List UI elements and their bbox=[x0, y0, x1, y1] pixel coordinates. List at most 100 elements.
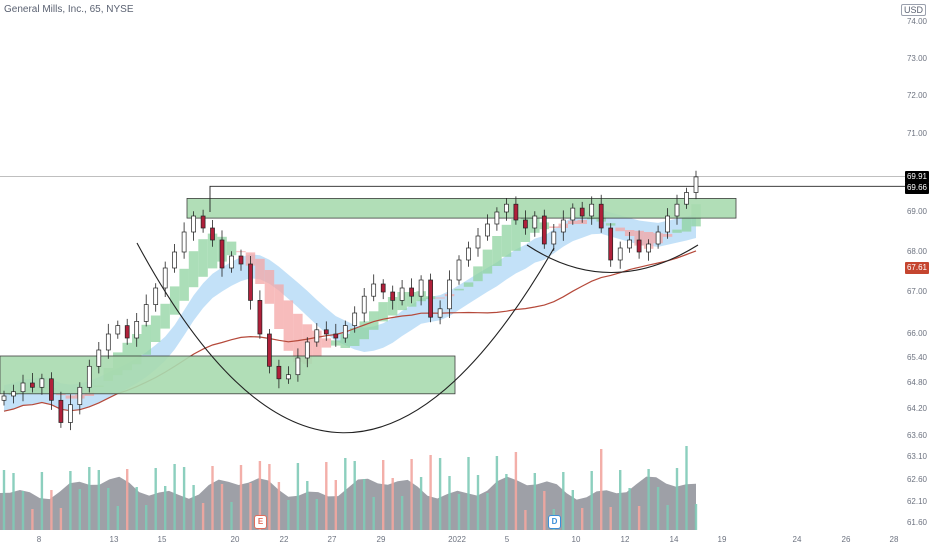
fast-ribbon-segment bbox=[188, 251, 199, 288]
volume-bar bbox=[666, 505, 669, 530]
date-axis-label: 15 bbox=[157, 535, 167, 544]
fast-ribbon-segment bbox=[672, 229, 682, 233]
candle-body bbox=[86, 365, 92, 388]
volume-bar bbox=[467, 457, 470, 530]
volume-bar bbox=[637, 506, 641, 530]
fast-ribbon-segment bbox=[359, 321, 369, 340]
volume-bar bbox=[486, 493, 489, 530]
volume-bar bbox=[135, 487, 138, 530]
candle-body bbox=[579, 207, 585, 217]
volume-bar bbox=[97, 470, 100, 530]
candle-body bbox=[409, 287, 414, 297]
volume-bar bbox=[543, 491, 546, 530]
price-axis-label: 61.60 bbox=[906, 518, 927, 527]
candle-body bbox=[77, 386, 83, 405]
fast-ribbon-segment bbox=[283, 300, 294, 351]
volume-bar bbox=[628, 488, 631, 530]
support-zone bbox=[0, 355, 456, 395]
date-axis-label: 13 bbox=[109, 535, 119, 544]
price-axis-label: 63.60 bbox=[906, 431, 927, 440]
volume-bar bbox=[562, 472, 565, 530]
price-axis-label: 62.60 bbox=[906, 475, 927, 484]
price-axis-label: 67.00 bbox=[906, 287, 927, 296]
candle-body bbox=[210, 227, 215, 241]
price-axis-label: 72.00 bbox=[906, 91, 927, 100]
volume-bar bbox=[514, 452, 518, 530]
date-axis-label: 20 bbox=[230, 535, 240, 544]
candle-body bbox=[238, 255, 244, 265]
fast-ribbon-segment bbox=[473, 266, 483, 282]
candle-body bbox=[437, 308, 443, 318]
price-axis-label: 64.80 bbox=[906, 378, 927, 387]
volume-bar bbox=[287, 500, 290, 530]
volume-bar bbox=[107, 488, 110, 530]
fast-ribbon-segment bbox=[463, 282, 474, 287]
dividend-event-icon[interactable]: D bbox=[548, 515, 561, 529]
volume-bar bbox=[457, 494, 461, 530]
earnings-event-icon[interactable]: E bbox=[254, 515, 267, 529]
candle-body bbox=[342, 325, 348, 339]
candle-body bbox=[617, 247, 623, 261]
candle-body bbox=[475, 235, 481, 249]
volume-bar bbox=[619, 470, 622, 530]
volume-bar bbox=[372, 497, 375, 530]
date-axis-label: 28 bbox=[889, 535, 899, 544]
price-axis-label: 65.40 bbox=[906, 353, 927, 362]
currency-badge[interactable]: USD bbox=[900, 4, 926, 16]
volume-bar bbox=[325, 462, 328, 530]
volume-bar bbox=[533, 473, 536, 530]
candle-body bbox=[295, 357, 301, 376]
date-axis-label: 22 bbox=[279, 535, 289, 544]
candle-body bbox=[276, 365, 282, 380]
candle-body bbox=[11, 391, 16, 397]
price-tag: 69.91 bbox=[904, 171, 929, 183]
volume-bar bbox=[88, 467, 91, 530]
candle-body bbox=[485, 223, 490, 237]
date-axis-label: 26 bbox=[841, 535, 851, 544]
volume-bar bbox=[230, 502, 233, 530]
volume-bar bbox=[154, 468, 157, 530]
fast-ribbon-segment bbox=[482, 249, 493, 274]
candle-body bbox=[532, 215, 538, 229]
price-axis-label: 69.00 bbox=[906, 207, 927, 216]
candle-body bbox=[646, 243, 651, 253]
volume-bar bbox=[476, 475, 480, 530]
price-axis-label: 64.20 bbox=[906, 404, 927, 413]
volume-bar bbox=[78, 489, 81, 530]
volume-bar bbox=[220, 484, 224, 530]
fast-ribbon-segment bbox=[350, 328, 360, 346]
date-axis-label: 2022 bbox=[448, 535, 466, 544]
candle-body bbox=[674, 203, 680, 217]
volume-bar bbox=[495, 456, 499, 530]
candle-body bbox=[541, 215, 547, 245]
reference-line bbox=[209, 185, 906, 212]
candle-body bbox=[229, 255, 234, 269]
volume-bar bbox=[382, 460, 385, 530]
fast-ribbon-segment bbox=[132, 334, 142, 365]
candle-body bbox=[466, 247, 471, 261]
volume-bar bbox=[50, 490, 53, 530]
volume-bar bbox=[173, 464, 176, 530]
candle-body bbox=[608, 227, 614, 261]
volume-bar bbox=[571, 490, 574, 530]
fast-ribbon-segment bbox=[501, 224, 512, 257]
volume-bar bbox=[391, 478, 394, 530]
candle-body bbox=[267, 333, 272, 367]
volume-bar bbox=[21, 491, 25, 530]
volume-bar bbox=[429, 455, 432, 530]
candle-body bbox=[286, 374, 291, 380]
candle-body bbox=[380, 283, 386, 293]
volume-bar bbox=[258, 461, 262, 530]
volume-bar bbox=[581, 508, 584, 530]
fast-ribbon-segment bbox=[681, 217, 692, 232]
fast-ribbon-segment bbox=[179, 268, 189, 301]
candle-body bbox=[314, 329, 320, 343]
fast-ribbon-segment bbox=[226, 241, 237, 256]
candle-body bbox=[333, 333, 339, 339]
volume-bar bbox=[40, 472, 44, 530]
volume-bar bbox=[239, 465, 243, 530]
volume-bar bbox=[438, 458, 442, 530]
volume-bar bbox=[31, 509, 34, 530]
